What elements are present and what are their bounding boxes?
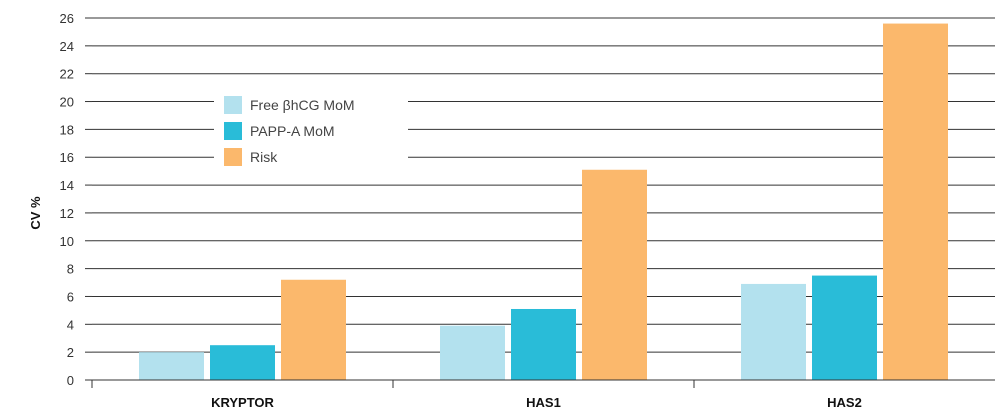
legend-swatch (224, 122, 242, 140)
y-tick-label: 20 (60, 95, 74, 110)
y-tick-label: 14 (60, 178, 74, 193)
y-tick-label: 10 (60, 234, 74, 249)
x-category-label: HAS2 (827, 395, 862, 410)
legend: Free βhCG MoM PAPP-A MoM Risk (214, 86, 408, 172)
y-tick-label: 24 (60, 39, 74, 54)
legend-swatch (224, 148, 242, 166)
y-tick-label: 12 (60, 206, 74, 221)
x-axis: KRYPTOR HAS1 HAS2 (91, 379, 995, 410)
y-tick-label: 8 (67, 262, 74, 277)
bar-kryptor-series-1 (210, 345, 275, 380)
legend-label: Free βhCG MoM (250, 97, 355, 113)
bar-has1-series-0 (440, 325, 505, 380)
y-tick-label: 2 (67, 345, 74, 360)
y-axis-title: CV % (28, 196, 43, 230)
bars (139, 23, 948, 380)
legend-background (214, 86, 408, 172)
bar-kryptor-series-2 (281, 279, 346, 380)
y-tick-label: 18 (60, 122, 74, 137)
y-tick-label: 22 (60, 67, 74, 82)
bar-has2-series-2 (883, 23, 948, 380)
legend-label: Risk (250, 149, 278, 165)
x-category-label: HAS1 (526, 395, 561, 410)
y-tick-label: 16 (60, 150, 74, 165)
bar-has1-series-1 (511, 308, 576, 380)
y-tick-label: 6 (67, 289, 74, 304)
legend-swatch (224, 96, 242, 114)
bar-has1-series-2 (582, 169, 647, 380)
legend-label: PAPP-A MoM (250, 123, 335, 139)
y-tick-label: 26 (60, 11, 74, 26)
x-category-label: KRYPTOR (211, 395, 274, 410)
bar-kryptor-series-0 (139, 352, 204, 380)
bar-has2-series-1 (812, 275, 877, 380)
y-tick-label: 4 (67, 317, 74, 332)
y-tick-label: 0 (67, 373, 74, 388)
bar-has2-series-0 (741, 283, 806, 380)
